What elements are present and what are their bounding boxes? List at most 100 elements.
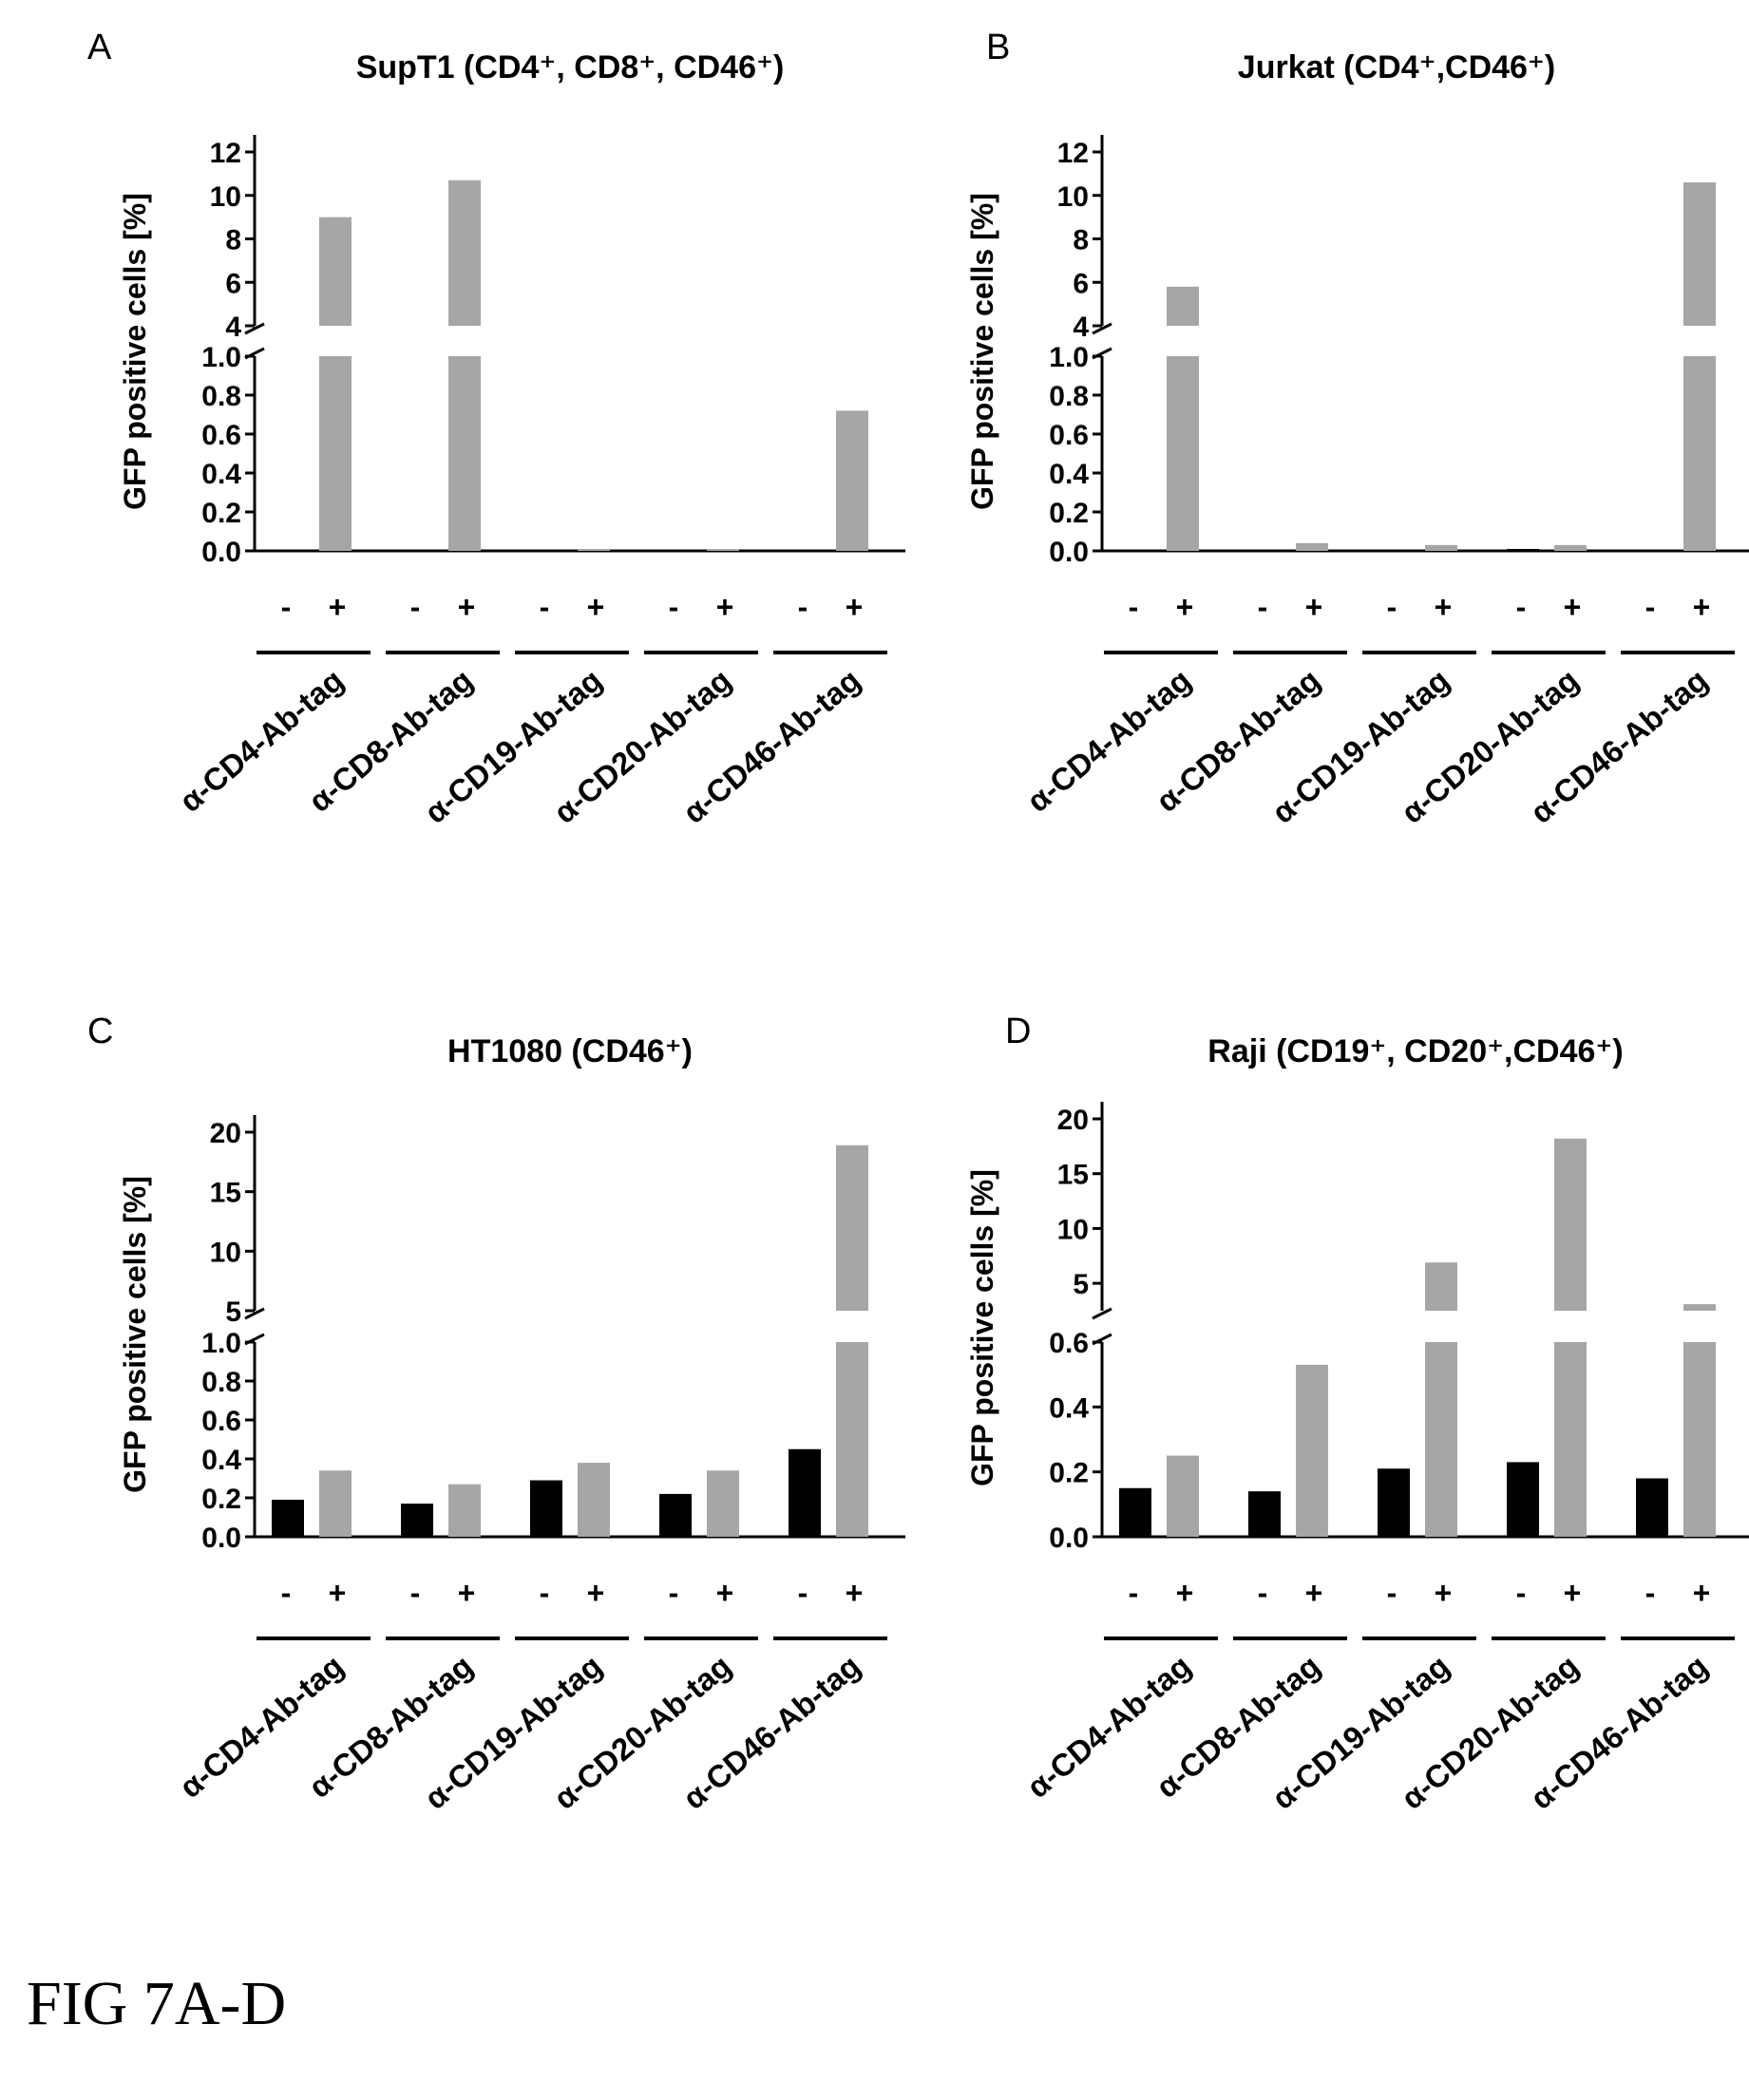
bar xyxy=(789,1448,821,1537)
bar xyxy=(1167,356,1199,551)
bar xyxy=(319,356,352,551)
condition-label-plus: + xyxy=(1435,590,1453,624)
condition-label-minus: - xyxy=(1129,590,1139,624)
condition-label-plus: + xyxy=(1305,590,1323,624)
y-tick-label: 0.4 xyxy=(1049,459,1089,490)
condition-label-plus: + xyxy=(458,1576,476,1610)
condition-label-plus: + xyxy=(1176,590,1194,624)
y-tick-label: 0.2 xyxy=(1049,1458,1089,1489)
bar xyxy=(1296,542,1328,551)
bar xyxy=(319,1470,352,1537)
y-tick-label: 15 xyxy=(210,1178,241,1209)
condition-label-plus: + xyxy=(1564,590,1582,624)
y-tick-label: 0.8 xyxy=(1049,381,1089,412)
panel-a: A SupT1 (CD4⁺, CD8⁺, CD46⁺) GFP positive c… xyxy=(87,28,905,830)
bar xyxy=(448,356,481,551)
panel-title: Jurkat (CD4⁺,CD46⁺) xyxy=(1238,49,1555,85)
condition-label-plus: + xyxy=(329,1576,347,1610)
y-tick-label: 0.8 xyxy=(201,1367,241,1398)
condition-label-minus: - xyxy=(410,1576,421,1610)
panel-letter: C xyxy=(87,1012,113,1051)
bar xyxy=(1378,1468,1410,1537)
condition-label-minus: - xyxy=(540,590,550,624)
condition-label-plus: + xyxy=(1564,1576,1582,1610)
condition-label-minus: - xyxy=(410,590,421,624)
panel-letter: D xyxy=(1005,1012,1031,1051)
condition-label-minus: - xyxy=(1645,1576,1656,1610)
bar xyxy=(707,549,739,551)
bar xyxy=(578,548,610,551)
y-tick-label: 0.4 xyxy=(201,459,241,490)
condition-label-minus: - xyxy=(281,1576,292,1610)
bar xyxy=(1296,1364,1328,1537)
y-axis-label: GFP positive cells [%] xyxy=(118,193,152,510)
bar xyxy=(1119,1487,1151,1537)
condition-label-minus: - xyxy=(540,1576,550,1610)
bar xyxy=(1683,1342,1716,1537)
y-axis-label: GFP positive cells [%] xyxy=(118,1176,152,1493)
condition-label-minus: - xyxy=(281,590,292,624)
axis-break-mark xyxy=(1092,322,1112,335)
y-tick-label: 0.6 xyxy=(201,420,241,451)
panel-d: D Raji (CD19⁺, CD20⁺,CD46⁺) GFP positive c… xyxy=(965,1012,1749,1816)
bar xyxy=(1167,286,1199,326)
condition-label-minus: - xyxy=(1645,590,1656,624)
y-tick-label: 10 xyxy=(1057,181,1089,213)
condition-label-minus: - xyxy=(1258,1576,1268,1610)
condition-label-minus: - xyxy=(1387,590,1397,624)
panel-letter: B xyxy=(986,28,1010,67)
condition-label-plus: + xyxy=(1305,1576,1323,1610)
condition-label-plus: + xyxy=(458,590,476,624)
condition-label-plus: + xyxy=(716,1576,734,1610)
bar xyxy=(448,180,481,326)
panel-b: B Jurkat (CD4⁺,CD46⁺) GFP positive cells [… xyxy=(965,28,1749,830)
panel-title: Raji (CD19⁺, CD20⁺,CD46⁺) xyxy=(1207,1033,1623,1069)
bar xyxy=(1167,1455,1199,1537)
y-tick-label: 0.0 xyxy=(1049,537,1089,568)
bar xyxy=(1425,1342,1457,1537)
condition-label-minus: - xyxy=(669,590,679,624)
condition-label-plus: + xyxy=(1176,1576,1194,1610)
y-tick-label: 0.6 xyxy=(1049,1328,1089,1359)
bar xyxy=(1425,544,1457,551)
bar xyxy=(530,1480,562,1537)
bar xyxy=(401,1504,433,1537)
y-tick-label: 0.0 xyxy=(201,1523,241,1554)
y-tick-label: 0.2 xyxy=(201,1484,241,1515)
bar xyxy=(836,1342,868,1537)
y-tick-label: 8 xyxy=(1073,225,1089,256)
y-tick-label: 0.6 xyxy=(1049,420,1089,451)
condition-label-minus: - xyxy=(1387,1576,1397,1610)
bar xyxy=(272,1500,304,1537)
y-tick-label: 1.0 xyxy=(1049,342,1089,373)
bar xyxy=(578,1463,610,1537)
y-tick-label: 1.0 xyxy=(201,342,241,373)
bar xyxy=(1554,544,1587,551)
bar xyxy=(1507,1462,1539,1537)
figure-caption: FIG 7A-D xyxy=(27,1969,287,2038)
panel-title: HT1080 (CD46⁺) xyxy=(447,1033,693,1069)
y-tick-label: 0.4 xyxy=(201,1445,241,1476)
y-tick-label: 0.4 xyxy=(1049,1392,1089,1424)
condition-label-plus: + xyxy=(716,590,734,624)
bar xyxy=(1554,1342,1587,1537)
bar xyxy=(1683,356,1716,551)
bar xyxy=(1683,1304,1716,1311)
y-tick-label: 6 xyxy=(225,268,241,299)
condition-label-plus: + xyxy=(1693,1576,1711,1610)
panel-letter: A xyxy=(87,28,112,67)
bar xyxy=(1636,1478,1668,1537)
y-tick-label: 10 xyxy=(1057,1214,1089,1245)
y-tick-label: 8 xyxy=(225,225,241,256)
condition-label-plus: + xyxy=(846,1576,864,1610)
y-tick-label: 6 xyxy=(1073,268,1089,299)
condition-label-plus: + xyxy=(587,590,605,624)
bar xyxy=(836,410,868,551)
y-axis-label: GFP positive cells [%] xyxy=(965,193,999,510)
condition-label-minus: - xyxy=(1516,590,1527,624)
panel-title: SupT1 (CD4⁺, CD8⁺, CD46⁺) xyxy=(356,49,785,85)
bar xyxy=(1683,182,1716,326)
y-tick-label: 20 xyxy=(1057,1105,1089,1136)
panel-c: C HT1080 (CD46⁺) GFP positive cells [%] 0.0… xyxy=(87,1012,905,1816)
bar xyxy=(1425,1262,1457,1311)
